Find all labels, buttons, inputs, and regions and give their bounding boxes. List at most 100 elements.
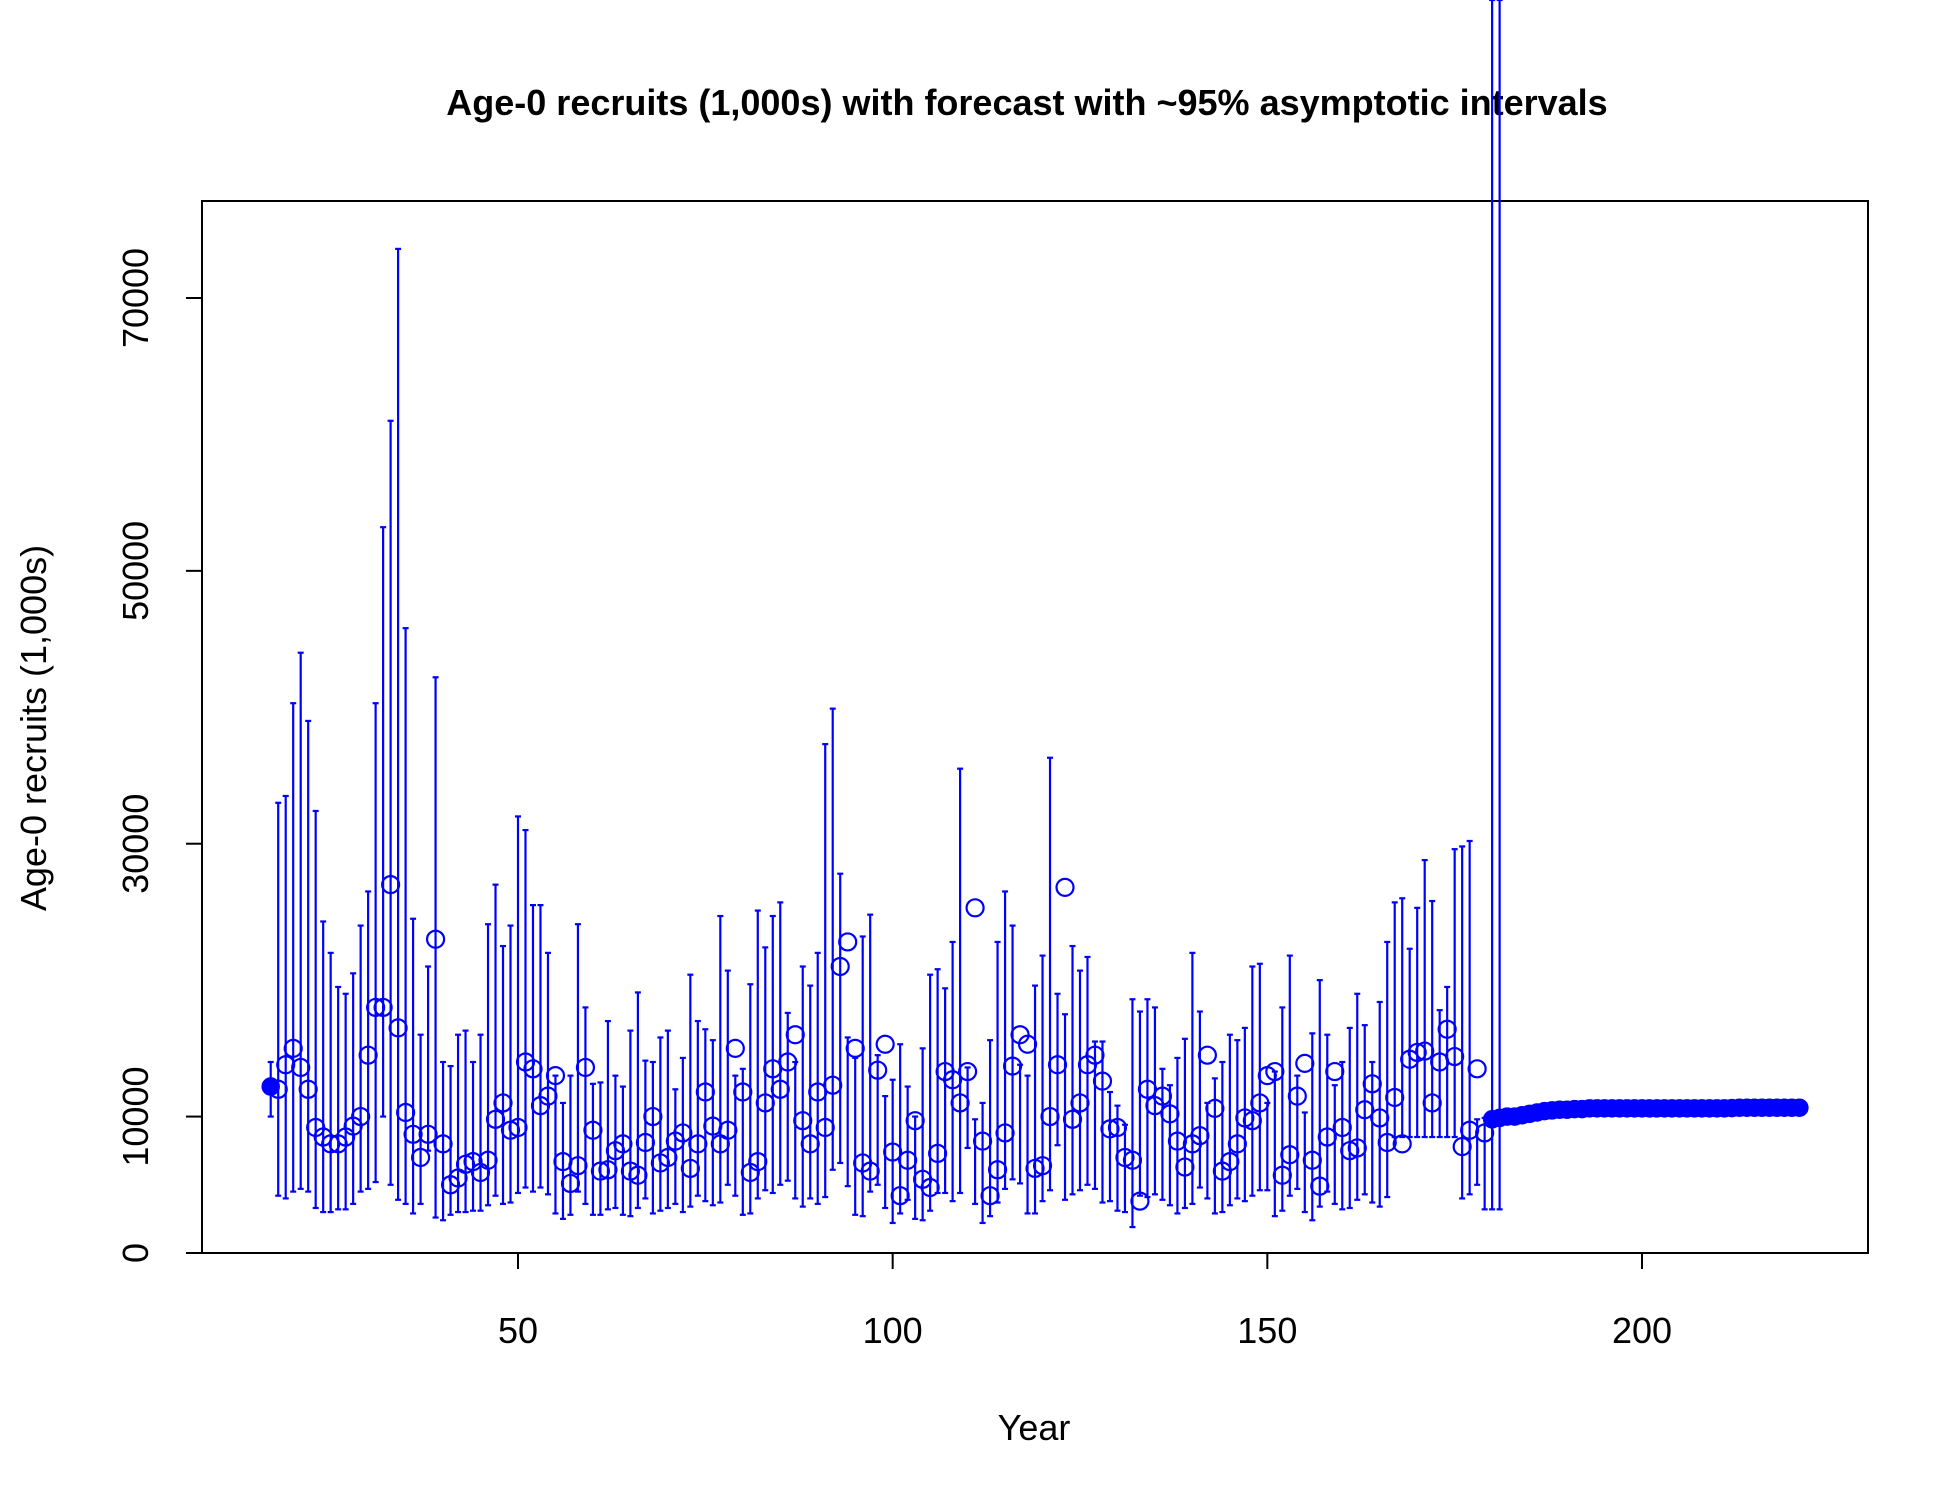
data-point [1362,1074,1382,1094]
data-point [890,1186,910,1206]
data-point [793,1111,813,1131]
data-point [1017,1034,1038,1054]
data-point [920,1177,940,1198]
data-point [1032,1156,1053,1176]
data-point [298,1079,318,1099]
data-point [1122,1150,1143,1170]
data-point [1467,1059,1487,1079]
y-tick-label: 0 [115,1243,156,1263]
data-point [838,932,858,952]
data-point [755,1093,775,1113]
data-point [658,1147,678,1168]
data-point [1415,1041,1435,1061]
data-point [291,1057,311,1078]
data-point [410,1147,431,1168]
data-point [1107,1117,1128,1138]
data-point [1422,1093,1442,1113]
data-point [688,1134,708,1154]
data-point [396,1102,416,1123]
x-tick-label: 150 [1237,1310,1297,1351]
data-points [261,875,1809,1211]
data-point [928,1143,948,1164]
data-point [875,1034,895,1054]
data-point [972,1131,993,1151]
data-point [1272,1165,1292,1185]
data-point [1370,1108,1390,1128]
data-point [366,997,386,1018]
forecast-point [1790,1098,1809,1117]
data-point [583,1120,603,1140]
data-point [493,1093,513,1113]
y-tick-label: 10000 [115,1067,156,1167]
data-point [800,1134,820,1154]
data-point [1100,1119,1120,1139]
data-point [1190,1126,1210,1146]
y-tick-label: 70000 [115,248,156,348]
data-point [905,1111,925,1131]
data-point [695,1082,715,1102]
data-point [381,875,401,895]
data-point [485,1109,506,1129]
data-point [1062,1109,1083,1129]
data-point [1205,1098,1225,1118]
data-point [575,1057,596,1078]
data-point [1280,1145,1300,1165]
data-point [276,1055,296,1075]
data-point [725,1038,745,1058]
data-point [1310,1176,1330,1196]
y-axis-label: Age-0 recruits (1,000s) [13,545,54,911]
data-point [680,1158,700,1179]
data-point [830,956,850,977]
data-point [1002,1056,1023,1076]
data-point [1392,1134,1412,1154]
data-point [1445,1046,1465,1067]
data-point [1437,1019,1457,1039]
data-point [1092,1071,1113,1091]
data-point [1355,1100,1375,1120]
chart-title: Age-0 recruits (1,000s) with forecast wi… [446,82,1607,123]
data-point [268,1079,288,1099]
data-point [1452,1136,1472,1157]
data-point [523,1059,543,1079]
data-point [635,1132,655,1153]
data-point [1040,1106,1060,1127]
data-point [860,1161,880,1181]
data-point [598,1160,618,1180]
data-point [1220,1151,1240,1172]
data-point [538,1086,558,1106]
data-point [868,1060,888,1080]
data-point [643,1106,663,1127]
data-point [433,1134,453,1154]
data-point [1347,1138,1367,1158]
data-point [1332,1117,1352,1138]
data-point [1250,1093,1270,1113]
data-point [1242,1111,1262,1131]
data-point [1055,877,1075,897]
data-point [1227,1134,1247,1154]
data-point [1070,1093,1090,1113]
data-point [815,1117,835,1138]
x-tick-label: 100 [863,1310,923,1351]
data-point [1407,1042,1427,1063]
data-point [425,929,446,949]
data-point [883,1142,903,1162]
data-point [1265,1061,1285,1082]
data-point [403,1124,423,1144]
data-point [1325,1061,1345,1082]
data-point [283,1038,303,1058]
data-point [770,1079,790,1099]
data-point [1085,1045,1105,1065]
data-point [733,1082,753,1102]
data-point [1460,1120,1480,1140]
data-point [545,1066,566,1086]
x-axis-label: Year [998,1407,1071,1448]
data-point [1152,1086,1173,1106]
data-point [673,1123,693,1143]
x-tick-label: 50 [498,1310,538,1351]
data-point [1160,1104,1180,1124]
data-point [373,997,393,1018]
data-point [718,1120,738,1140]
data-point [823,1075,843,1095]
